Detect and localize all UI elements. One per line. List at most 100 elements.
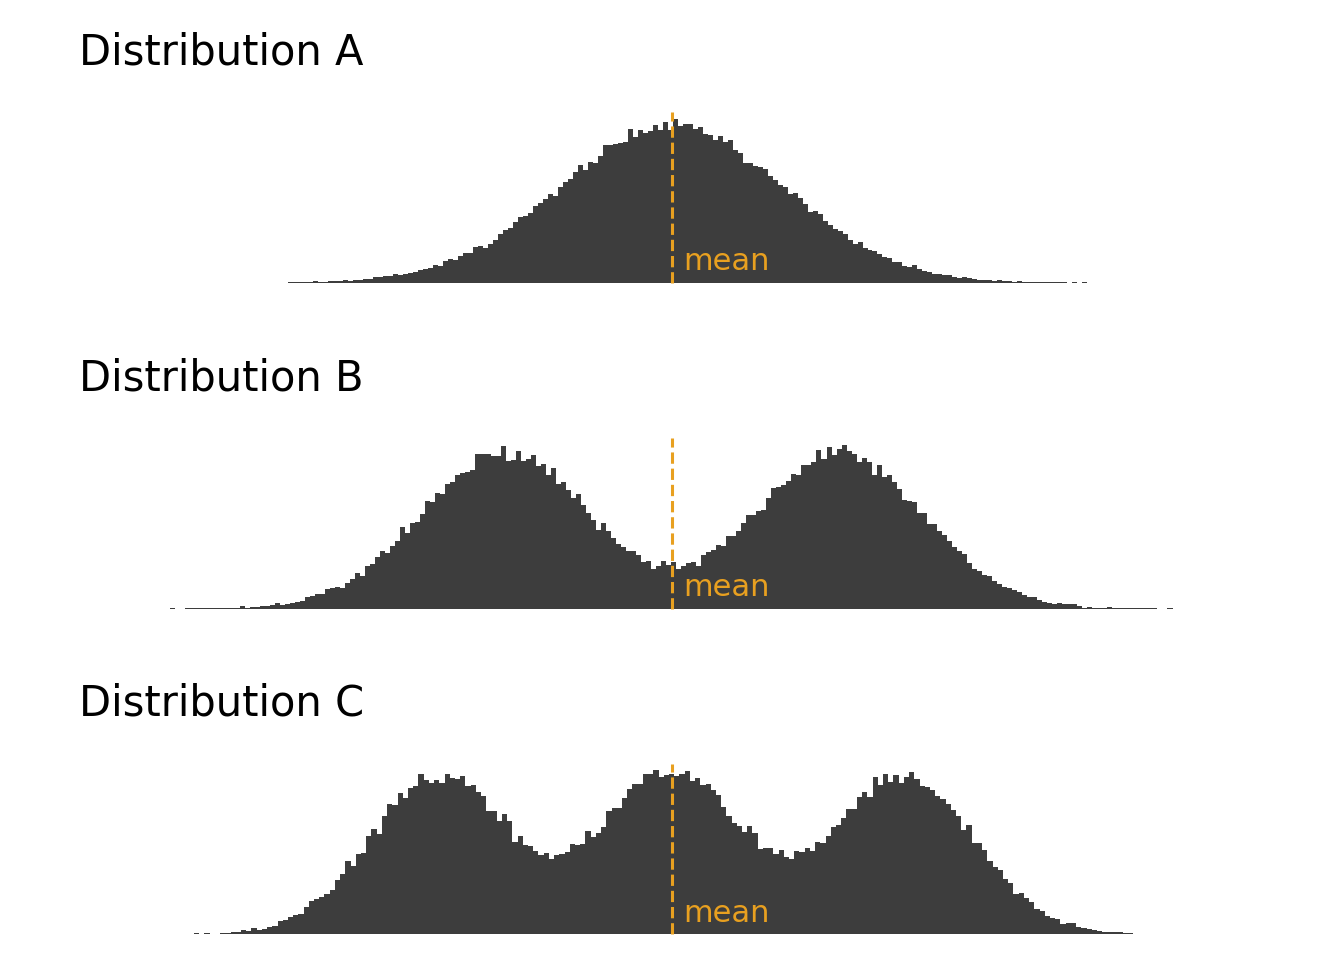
Bar (282, 921, 288, 934)
Bar (362, 853, 366, 934)
Bar (456, 475, 461, 609)
Bar (723, 142, 727, 283)
Bar (298, 914, 304, 934)
Bar (473, 247, 478, 283)
Bar (413, 273, 418, 283)
Bar (563, 181, 569, 283)
Bar (410, 523, 415, 609)
Bar (773, 853, 778, 934)
Bar (415, 521, 421, 609)
Bar (784, 857, 789, 934)
Bar (894, 775, 899, 934)
Bar (392, 805, 398, 934)
Bar (1017, 592, 1021, 609)
Bar (403, 274, 409, 283)
Bar (1067, 604, 1073, 609)
Bar (668, 130, 673, 283)
Bar (992, 280, 997, 283)
Bar (560, 482, 566, 609)
Bar (468, 252, 473, 283)
Bar (757, 511, 761, 609)
Bar (909, 772, 914, 934)
Bar (351, 866, 356, 934)
Bar (773, 180, 778, 283)
Bar (1038, 600, 1042, 609)
Bar (641, 563, 646, 609)
Bar (758, 167, 762, 283)
Bar (942, 536, 948, 609)
Bar (685, 564, 691, 609)
Bar (445, 485, 450, 609)
Bar (246, 931, 251, 934)
Bar (876, 466, 882, 609)
Bar (708, 135, 712, 283)
Bar (300, 602, 305, 609)
Bar (590, 837, 595, 934)
Bar (935, 796, 941, 934)
Bar (820, 843, 825, 934)
Bar (488, 244, 493, 283)
Bar (1035, 909, 1039, 934)
Bar (986, 576, 992, 609)
Bar (802, 204, 808, 283)
Bar (1091, 929, 1097, 934)
Bar (767, 176, 773, 283)
Bar (304, 907, 309, 934)
Bar (914, 780, 919, 934)
Bar (902, 266, 907, 283)
Bar (487, 810, 492, 934)
Bar (478, 247, 482, 283)
Bar (633, 784, 637, 934)
Bar (470, 785, 476, 934)
Bar (276, 603, 280, 609)
Bar (363, 279, 368, 283)
Bar (403, 799, 409, 934)
Bar (922, 272, 927, 283)
Bar (675, 776, 680, 934)
Bar (513, 223, 517, 283)
Bar (587, 161, 593, 283)
Bar (823, 221, 828, 283)
Bar (789, 858, 794, 934)
Bar (656, 565, 661, 609)
Text: mean: mean (683, 248, 770, 276)
Bar (1027, 597, 1032, 609)
Bar (911, 502, 917, 609)
Bar (633, 137, 638, 283)
Bar (763, 848, 769, 934)
Bar (927, 524, 931, 609)
Bar (531, 455, 536, 609)
Bar (382, 816, 387, 934)
Bar (931, 523, 937, 609)
Bar (746, 516, 751, 609)
Bar (688, 124, 692, 283)
Bar (882, 477, 887, 609)
Bar (423, 780, 429, 934)
Bar (977, 571, 982, 609)
Bar (607, 145, 613, 283)
Bar (878, 254, 883, 283)
Bar (438, 266, 444, 283)
Bar (957, 277, 962, 283)
Bar (1047, 603, 1052, 609)
Bar (716, 545, 722, 609)
Bar (262, 928, 267, 934)
Text: Distribution A: Distribution A (79, 32, 364, 73)
Bar (1003, 587, 1007, 609)
Bar (727, 140, 732, 283)
Bar (626, 550, 630, 609)
Bar (810, 851, 814, 934)
Bar (380, 551, 386, 609)
Bar (308, 282, 313, 283)
Bar (695, 778, 700, 934)
Bar (395, 541, 401, 609)
Bar (552, 196, 558, 283)
Bar (388, 276, 392, 283)
Bar (375, 558, 380, 609)
Bar (899, 782, 905, 934)
Bar (722, 546, 726, 609)
Bar (570, 844, 575, 934)
Bar (622, 798, 628, 934)
Bar (677, 126, 683, 283)
Bar (476, 454, 481, 609)
